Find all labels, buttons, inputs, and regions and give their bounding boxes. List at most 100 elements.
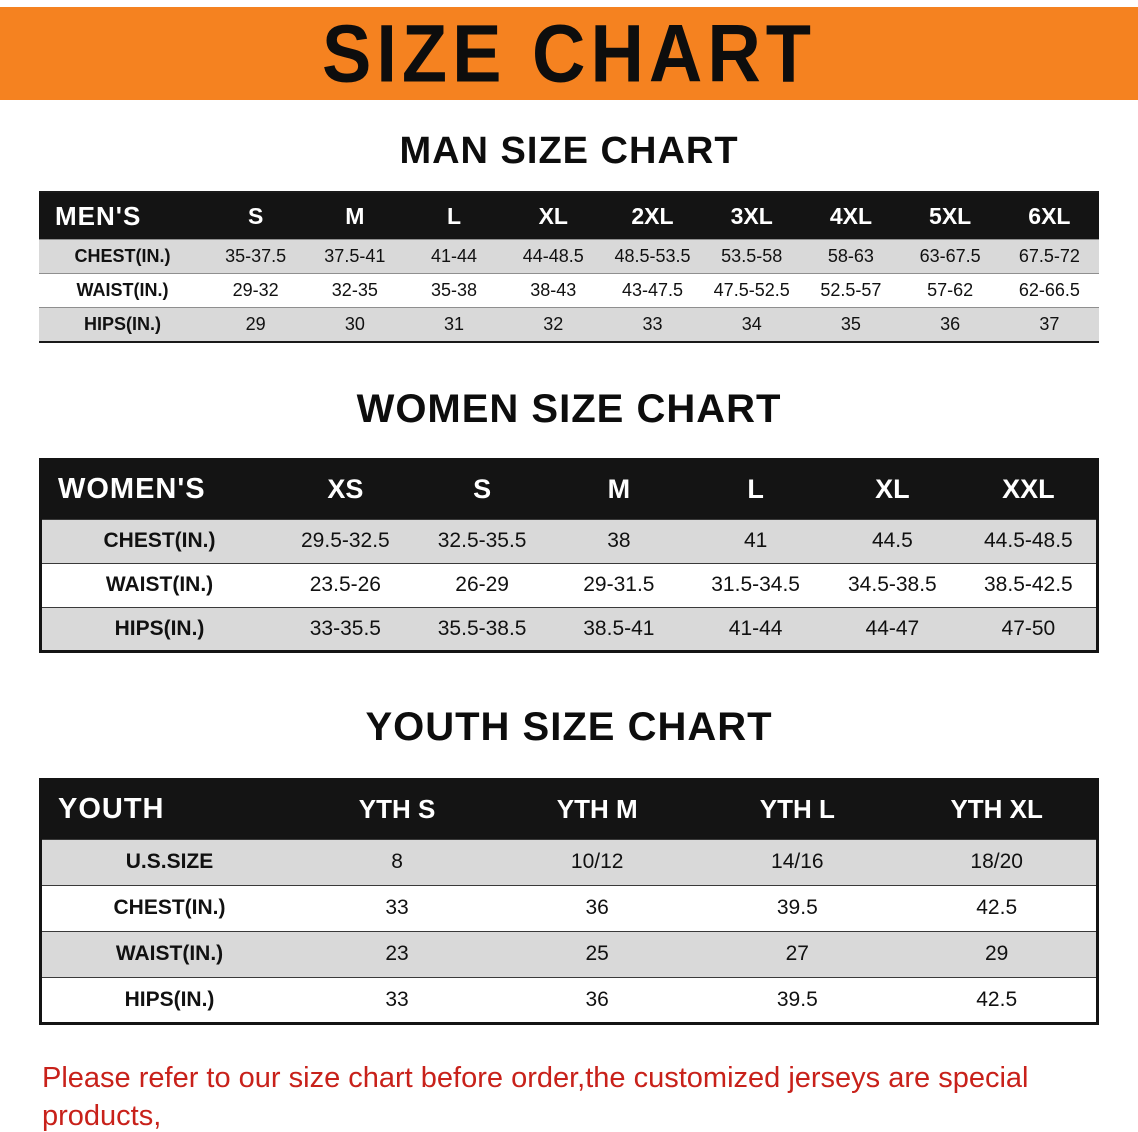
- table-row: WAIST(IN.) 23 25 27 29: [40, 931, 1098, 977]
- table-title-cell: YOUTH: [40, 779, 297, 839]
- size-value-cell: 41-44: [728, 616, 783, 640]
- size-value-cell: 44.5: [871, 529, 913, 552]
- size-value-cell: 36: [585, 987, 609, 1011]
- size-value-cell: 23.5-26: [309, 573, 381, 596]
- size-value-cell: 36: [585, 896, 609, 919]
- women-size-table: WOMEN'S XS S M L XL XXL CHEST(IN.) 29.5-32.5 32.5…: [39, 457, 1099, 653]
- size-value-cell: 32: [543, 313, 564, 334]
- table-header-row: MEN'S S M L XL 2XL 3XL 4XL 5XL 6XL: [39, 192, 1099, 240]
- row-label-cell: HIPS(IN.): [124, 987, 215, 1011]
- size-header-cell: 3XL: [702, 192, 802, 240]
- table-title-cell: MEN'S: [39, 192, 206, 240]
- size-value-cell: 38.5-41: [583, 616, 655, 640]
- table-row: HIPS(IN.) 33 36 39.5 42.5: [40, 977, 1098, 1023]
- size-header-cell: M: [305, 192, 405, 240]
- size-header-cell: XL: [824, 459, 961, 519]
- size-value-cell: 31.5-34.5: [711, 573, 800, 596]
- size-value-cell: 38.5-42.5: [984, 573, 1073, 596]
- size-value-cell: 44-48.5: [522, 246, 584, 266]
- size-header-cell: YTH S: [297, 779, 498, 839]
- size-value-cell: 41: [743, 529, 768, 552]
- size-value-cell: 33-35.5: [309, 616, 381, 640]
- youth-section: YOUTH SIZE CHART YOUTH YTH S YTH M YTH L YTH…: [0, 705, 1138, 1025]
- size-header-cell: YTH M: [497, 779, 698, 839]
- size-value-cell: 39.5: [776, 896, 818, 919]
- row-label-cell: WAIST(IN.): [115, 942, 224, 965]
- size-value-cell: 35: [840, 313, 861, 334]
- size-value-cell: 29-31.5: [583, 573, 655, 596]
- size-value-cell: 14/16: [771, 850, 824, 873]
- size-value-cell: 36: [940, 313, 961, 334]
- table-row: CHEST(IN.) 35-37.5 37.5-41 41-44 44-48.5 48.5…: [39, 239, 1099, 274]
- size-value-cell: 42.5: [976, 896, 1018, 919]
- size-value-cell: 44.5-48.5: [984, 529, 1073, 552]
- size-value-cell: 42.5: [976, 987, 1018, 1011]
- size-value-cell: 33: [385, 987, 409, 1011]
- size-value-cell: 30: [344, 313, 365, 334]
- size-value-cell: 35-38: [431, 280, 478, 300]
- size-header-cell: XS: [277, 459, 414, 519]
- size-header-cell: XXL: [960, 459, 1098, 519]
- row-label-cell: HIPS(IN.): [114, 616, 205, 640]
- size-value-cell: 52.5-57: [820, 280, 882, 300]
- row-label-cell: WAIST(IN.): [105, 573, 214, 596]
- size-header-cell: 4XL: [801, 192, 901, 240]
- size-value-cell: 47-50: [1001, 616, 1056, 640]
- size-value-cell: 33: [385, 896, 409, 919]
- size-value-cell: 43-47.5: [621, 280, 684, 300]
- row-label-cell: U.S.SIZE: [125, 850, 214, 873]
- size-value-cell: 8: [391, 850, 403, 873]
- size-value-cell: 37.5-41: [324, 246, 386, 266]
- size-header-cell: 5XL: [900, 192, 1000, 240]
- size-value-cell: 41-44: [431, 246, 478, 266]
- size-header-cell: L: [687, 459, 824, 519]
- size-header-cell: YTH L: [697, 779, 898, 839]
- size-value-cell: 48.5-53.5: [614, 246, 691, 266]
- table-title-cell: WOMEN'S: [40, 459, 277, 519]
- size-value-cell: 29: [985, 942, 1009, 965]
- row-label-cell: CHEST(IN.): [113, 896, 226, 919]
- table-header-row: YOUTH YTH S YTH M YTH L YTH XL: [40, 779, 1098, 839]
- size-value-cell: 32.5-35.5: [437, 529, 527, 552]
- table-row: HIPS(IN.) 33-35.5 35.5-38.5 38.5-41 41-44 44-…: [40, 607, 1098, 651]
- size-value-cell: 32-35: [331, 280, 378, 300]
- footer-note: Please refer to our size chart before or…: [42, 1059, 1096, 1132]
- table-row: U.S.SIZE 8 10/12 14/16 18/20: [40, 839, 1098, 885]
- table-row: CHEST(IN.) 33 36 39.5 42.5: [40, 885, 1098, 931]
- size-value-cell: 26-29: [455, 573, 509, 596]
- size-value-cell: 27: [785, 942, 809, 965]
- row-label-cell: CHEST(IN.): [74, 246, 171, 266]
- size-value-cell: 67.5-72: [1018, 246, 1080, 266]
- size-value-cell: 34: [741, 313, 762, 334]
- size-value-cell: 58-63: [827, 246, 874, 266]
- size-header-cell: M: [550, 459, 688, 519]
- size-value-cell: 38-43: [530, 280, 577, 300]
- size-value-cell: 33: [642, 313, 663, 334]
- table-row: HIPS(IN.) 29 30 31 32 33 34 35 36 37: [39, 307, 1099, 342]
- size-header-cell: YTH XL: [897, 779, 1098, 839]
- table-header-row: WOMEN'S XS S M L XL XXL: [40, 459, 1098, 519]
- size-value-cell: 23: [385, 942, 409, 965]
- size-value-cell: 37: [1039, 313, 1060, 334]
- size-header-cell: S: [206, 192, 306, 240]
- women-section-title: WOMEN SIZE CHART: [356, 386, 782, 431]
- men-section: MAN SIZE CHART MEN'S S M L XL 2XL 3XL 4XL 5XL 6XL…: [0, 130, 1138, 343]
- row-label-cell: CHEST(IN.): [103, 529, 216, 552]
- size-header-cell: 2XL: [602, 192, 703, 240]
- size-value-cell: 29.5-32.5: [301, 529, 390, 552]
- size-value-cell: 62-66.5: [1018, 280, 1080, 300]
- banner: SIZE CHART: [0, 7, 1138, 100]
- size-header-cell: S: [413, 459, 551, 519]
- size-value-cell: 57-62: [927, 280, 974, 300]
- row-label-cell: HIPS(IN.): [83, 313, 161, 334]
- page-title: SIZE CHART: [322, 7, 816, 100]
- size-header-cell: L: [404, 192, 504, 240]
- table-row: CHEST(IN.) 29.5-32.5 32.5-35.5 38 41 44.5 44.5…: [40, 519, 1098, 563]
- size-value-cell: 31: [444, 313, 465, 334]
- youth-size-table: YOUTH YTH S YTH M YTH L YTH XL U.S.SIZE 8 10/12…: [39, 777, 1099, 1025]
- men-section-title: MAN SIZE CHART: [399, 130, 739, 172]
- size-value-cell: 10/12: [570, 850, 624, 873]
- men-size-table: MEN'S S M L XL 2XL 3XL 4XL 5XL 6XL CHEST(IN.) 35-37…: [39, 191, 1099, 343]
- size-value-cell: 29: [245, 313, 266, 334]
